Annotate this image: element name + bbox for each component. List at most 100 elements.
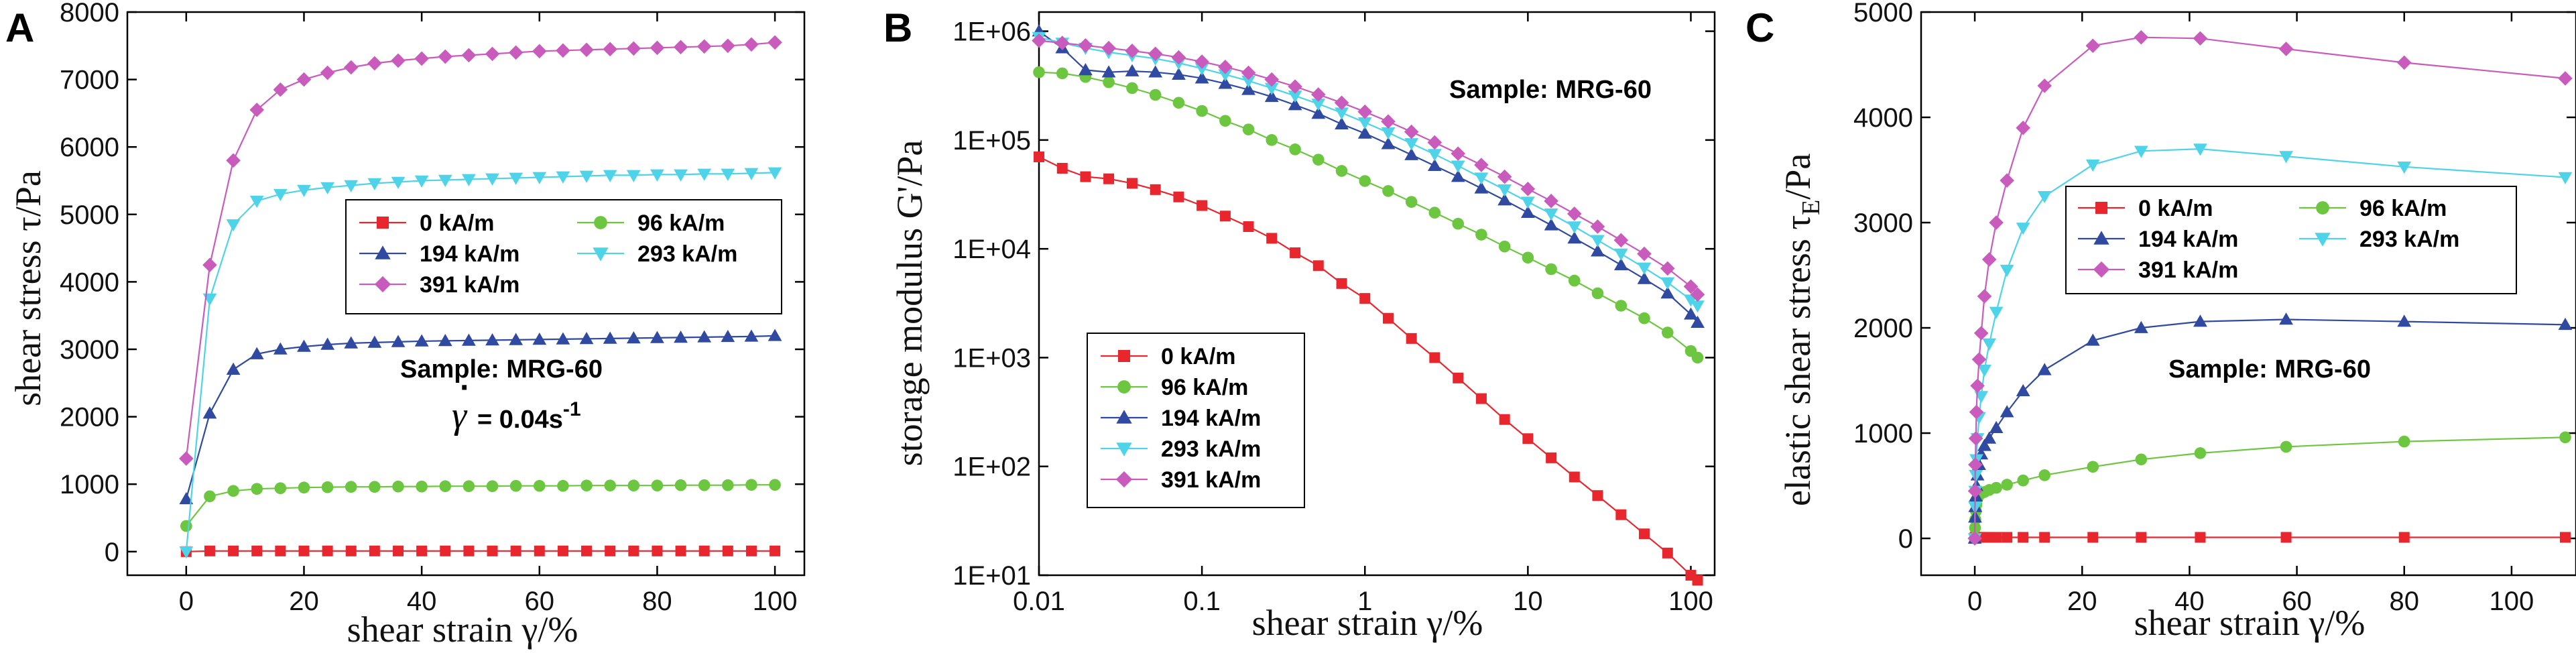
panel-b-series-293-point	[1427, 149, 1442, 162]
panel-a-series-96-point	[321, 481, 334, 493]
panel-a-series-391-point	[438, 49, 453, 64]
panel-b-series-293-point	[1311, 99, 1326, 111]
panel-a-legend-item: 0 kA/m	[359, 211, 495, 236]
panel-c-legend-item: 96 kA/m	[2299, 196, 2447, 221]
panel-a-series-194	[179, 329, 782, 505]
panel-a-series-293-point	[721, 168, 735, 181]
panel-b-legend: 0 kA/m 96 kA/m 194 kA/m 293 kA/m 391 kA/m	[1087, 333, 1305, 508]
panel-a-y-tick-label: 1000	[60, 470, 119, 499]
panel-a-series-194-point	[744, 329, 759, 342]
panel-c-series-0-line	[1974, 536, 2565, 539]
panel-b-series-96-point	[1196, 105, 1208, 117]
panel-c-series-391-point	[2037, 78, 2052, 93]
panel-c-series-391-point	[1989, 215, 2004, 230]
panel-b-series-96-point	[1475, 229, 1487, 241]
panel-b-series-293-point	[1591, 235, 1605, 247]
panel-b-series-96	[1033, 66, 1704, 364]
panel-b-series-194	[1032, 24, 1705, 328]
gamma-symbol: γ	[452, 395, 468, 436]
panel-a-legend-item: 293 kA/m	[577, 241, 737, 267]
panel-a-series-194-point	[179, 491, 194, 505]
panel-c-series-96-point	[2398, 435, 2410, 448]
panel-b-series-391-point	[1288, 79, 1302, 94]
panel-c-series-391-point	[1977, 289, 1992, 304]
panel-a-legend-label: 194 kA/m	[420, 241, 519, 267]
panel-b-y-tick-label: 1E+02	[953, 453, 1031, 482]
panel-b-series-96-point	[1242, 123, 1255, 135]
panel-a-x-tick-label: 0	[179, 587, 194, 616]
panel-c-series-96-point	[2001, 479, 2013, 491]
panel-a-series-293-point	[579, 170, 594, 183]
panel-c-series-0-point	[2039, 532, 2050, 543]
panel-a-series-194-point	[367, 335, 382, 348]
panel-b-series-194-point	[1637, 272, 1652, 284]
panel-c-series-293-point	[2279, 151, 2293, 164]
panel-b-series-96-point	[1335, 165, 1348, 177]
panel-c-series-391-point	[2396, 55, 2412, 70]
panel-a-series-0-point	[251, 545, 263, 556]
panel-b-series-391-point	[1474, 158, 1489, 172]
panel-c-series-0-point	[2195, 532, 2206, 543]
panel-a-series-391-point	[461, 48, 477, 63]
panel-b-series-391-point	[1381, 114, 1396, 129]
panel-a-series-0-point	[581, 545, 593, 556]
panel-b-series-293-point	[1404, 138, 1419, 151]
panel-a-series-293-point	[391, 176, 406, 189]
panel-b-series-194-point	[1148, 65, 1163, 78]
shear-rate-superscript: -1	[563, 398, 581, 420]
panel-c-series-391-point	[1967, 531, 1982, 546]
panel-a-series-0-point	[605, 545, 616, 556]
panel-b-series-391-point	[1520, 182, 1536, 196]
panel-b-series-194-point	[1427, 158, 1442, 172]
panel-c-legend-label: 194 kA/m	[2138, 227, 2238, 252]
panel-c-x-tick-label: 60	[2282, 587, 2312, 616]
panel-a-legend-label: 293 kA/m	[637, 241, 737, 267]
panel-b-series-96-point	[1359, 175, 1371, 187]
panel-c-legend-marker	[2093, 261, 2110, 278]
panel-a-series-391-point	[721, 38, 735, 54]
panel-a-series-0-point	[652, 545, 663, 556]
panel-a-legend-marker	[593, 247, 609, 261]
panel-a-series-96-point	[604, 479, 616, 492]
panel-c-series-96-point	[2038, 469, 2050, 481]
panel-a-series-391-point	[296, 72, 312, 87]
panel-b-series-391-point	[1078, 38, 1093, 53]
panel-c-series-96-line	[1974, 436, 2566, 539]
panel-a-series-391-point	[673, 40, 688, 55]
panel-c-y-axis-label-main: elastic shear stress τ	[1778, 215, 1818, 506]
panel-a-series-293-point	[226, 219, 241, 232]
panel-a-series-293-point	[367, 178, 382, 190]
panel-c-x-tick-label: 20	[2067, 587, 2097, 616]
panel-a-plot: 0 20 40 60 80 1000100020003000400050006000700…	[60, 0, 806, 616]
panel-a-series-293-point	[626, 170, 641, 182]
panel-c-series-0	[1969, 532, 2571, 544]
panel-b-series-293-point	[1520, 196, 1535, 209]
panel-c-series-194-point	[2037, 363, 2052, 375]
panel-a-series-96-point	[486, 480, 499, 493]
panel-b-series-391-point	[1567, 206, 1582, 221]
panel-a-series-293-point	[414, 175, 429, 188]
panel-c-series-194-point	[2085, 333, 2100, 346]
panel-c-legend-label: 391 kA/m	[2138, 257, 2238, 283]
panel-a-series-293-point	[438, 174, 452, 187]
panel-c-series-194-point	[2016, 383, 2030, 397]
panel-c-y-tick-label: 5000	[1853, 0, 1913, 27]
panel-c-x-axis-label: shear strain γ/%	[2134, 603, 2366, 643]
panel-b-legend-item: 0 kA/m	[1101, 344, 1236, 369]
panel-c-series-194	[1967, 312, 2573, 544]
panel-c-series-391-point	[1968, 431, 1983, 446]
panel-a-y-tick-label: 2000	[60, 403, 119, 432]
panel-a-series-194-point	[414, 334, 429, 347]
panel-a-series-96-point	[745, 479, 757, 491]
panel-c-x-tick-label: 40	[2174, 587, 2205, 616]
panel-b-series-96-point	[1405, 196, 1418, 208]
panel-b-series-391-point	[1264, 72, 1280, 87]
panel-b-series-96-point	[1312, 154, 1325, 166]
panel-a-series-391-point	[768, 35, 782, 50]
panel-b-legend-label: 194 kA/m	[1161, 406, 1261, 431]
panel-c-x-tick-label: 100	[2490, 587, 2534, 616]
panel-b-legend-item: 194 kA/m	[1101, 406, 1261, 431]
panel-a-series-391-point	[744, 37, 759, 52]
panel-a-series-194-point	[344, 336, 359, 349]
panel-c-legend-label: 293 kA/m	[2359, 227, 2459, 252]
